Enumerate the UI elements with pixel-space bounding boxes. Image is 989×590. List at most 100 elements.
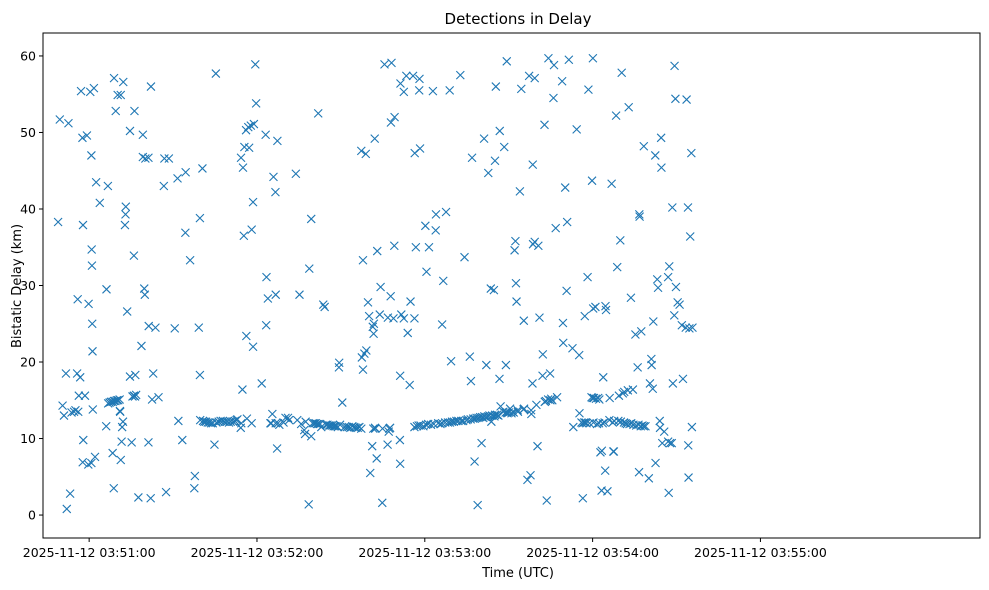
data-point xyxy=(115,407,125,417)
data-point xyxy=(528,160,538,169)
data-point xyxy=(74,391,84,401)
data-point xyxy=(526,470,535,480)
data-point xyxy=(678,374,688,384)
data-point xyxy=(312,419,322,429)
data-point xyxy=(653,283,663,293)
data-point xyxy=(473,500,483,510)
chart-title: Detections in Delay xyxy=(445,10,592,28)
data-point xyxy=(250,59,260,69)
data-point xyxy=(493,411,503,420)
data-point xyxy=(568,422,578,432)
data-point xyxy=(262,272,271,282)
data-point xyxy=(372,246,382,256)
data-point xyxy=(460,252,469,262)
data-point xyxy=(648,317,658,326)
data-point xyxy=(612,262,622,272)
data-point xyxy=(247,225,257,235)
data-point xyxy=(102,284,111,294)
data-point xyxy=(236,423,246,433)
data-point xyxy=(600,466,610,476)
data-point xyxy=(140,154,150,163)
data-point xyxy=(238,163,248,173)
data-point xyxy=(386,118,396,127)
x-tick-label: 2025-11-12 03:52:00 xyxy=(191,545,324,560)
data-point xyxy=(495,126,505,136)
data-point xyxy=(686,148,696,158)
y-tick-label: 60 xyxy=(20,48,36,63)
data-point xyxy=(125,372,135,381)
data-point xyxy=(558,318,568,328)
data-point xyxy=(441,207,451,217)
data-point xyxy=(598,418,608,428)
data-point xyxy=(118,77,128,87)
data-point xyxy=(137,341,146,351)
data-point xyxy=(306,431,316,441)
data-point xyxy=(513,407,523,417)
data-point xyxy=(395,371,405,381)
data-point xyxy=(301,417,311,427)
data-point xyxy=(687,422,697,432)
data-point xyxy=(681,323,691,332)
data-point xyxy=(510,245,519,255)
data-point xyxy=(668,379,678,388)
data-point xyxy=(436,419,445,429)
data-point xyxy=(58,401,67,411)
data-point xyxy=(387,58,396,68)
data-point xyxy=(470,414,480,424)
data-point xyxy=(495,374,504,384)
data-point xyxy=(121,209,130,219)
data-point xyxy=(538,349,548,359)
data-point xyxy=(372,454,382,463)
data-point xyxy=(519,404,529,414)
data-point xyxy=(146,82,156,91)
data-point xyxy=(445,85,455,95)
data-point xyxy=(526,409,536,419)
data-point xyxy=(528,379,537,388)
data-point xyxy=(582,418,591,428)
data-point xyxy=(247,418,257,428)
data-point xyxy=(257,379,267,388)
y-axis-ticks: 0 10 20 30 40 50 60 xyxy=(20,48,43,523)
data-point xyxy=(578,493,588,503)
data-point xyxy=(111,106,121,116)
data-point xyxy=(511,236,520,246)
x-tick-label: 2025-11-12 03:53:00 xyxy=(358,545,491,560)
data-point xyxy=(547,395,557,405)
data-point xyxy=(568,343,577,353)
data-point xyxy=(682,95,691,104)
data-point xyxy=(177,435,187,445)
data-point xyxy=(353,423,363,433)
data-point xyxy=(591,302,600,312)
data-point xyxy=(385,423,395,433)
data-point xyxy=(65,489,75,499)
data-point xyxy=(87,245,97,254)
data-point xyxy=(641,421,650,431)
data-point xyxy=(320,302,330,312)
data-point xyxy=(406,297,415,306)
data-point xyxy=(130,106,139,116)
data-point xyxy=(558,338,568,348)
data-point xyxy=(71,405,80,415)
data-point xyxy=(438,276,448,286)
data-point xyxy=(154,392,163,402)
data-point xyxy=(78,220,88,230)
data-point xyxy=(552,392,562,402)
y-tick-label: 20 xyxy=(20,355,36,370)
data-point xyxy=(261,320,271,330)
data-point xyxy=(284,415,294,425)
data-point xyxy=(410,314,419,323)
data-point xyxy=(296,419,306,429)
data-point xyxy=(401,71,411,81)
data-point xyxy=(249,119,259,129)
data-point xyxy=(628,385,638,394)
data-point xyxy=(614,391,624,401)
data-point xyxy=(685,232,695,241)
data-point xyxy=(412,421,422,431)
data-point xyxy=(470,457,479,466)
data-point xyxy=(428,86,438,96)
y-tick-label: 0 xyxy=(28,508,36,523)
data-point xyxy=(467,153,477,163)
data-point xyxy=(117,437,126,446)
data-point xyxy=(273,136,282,146)
